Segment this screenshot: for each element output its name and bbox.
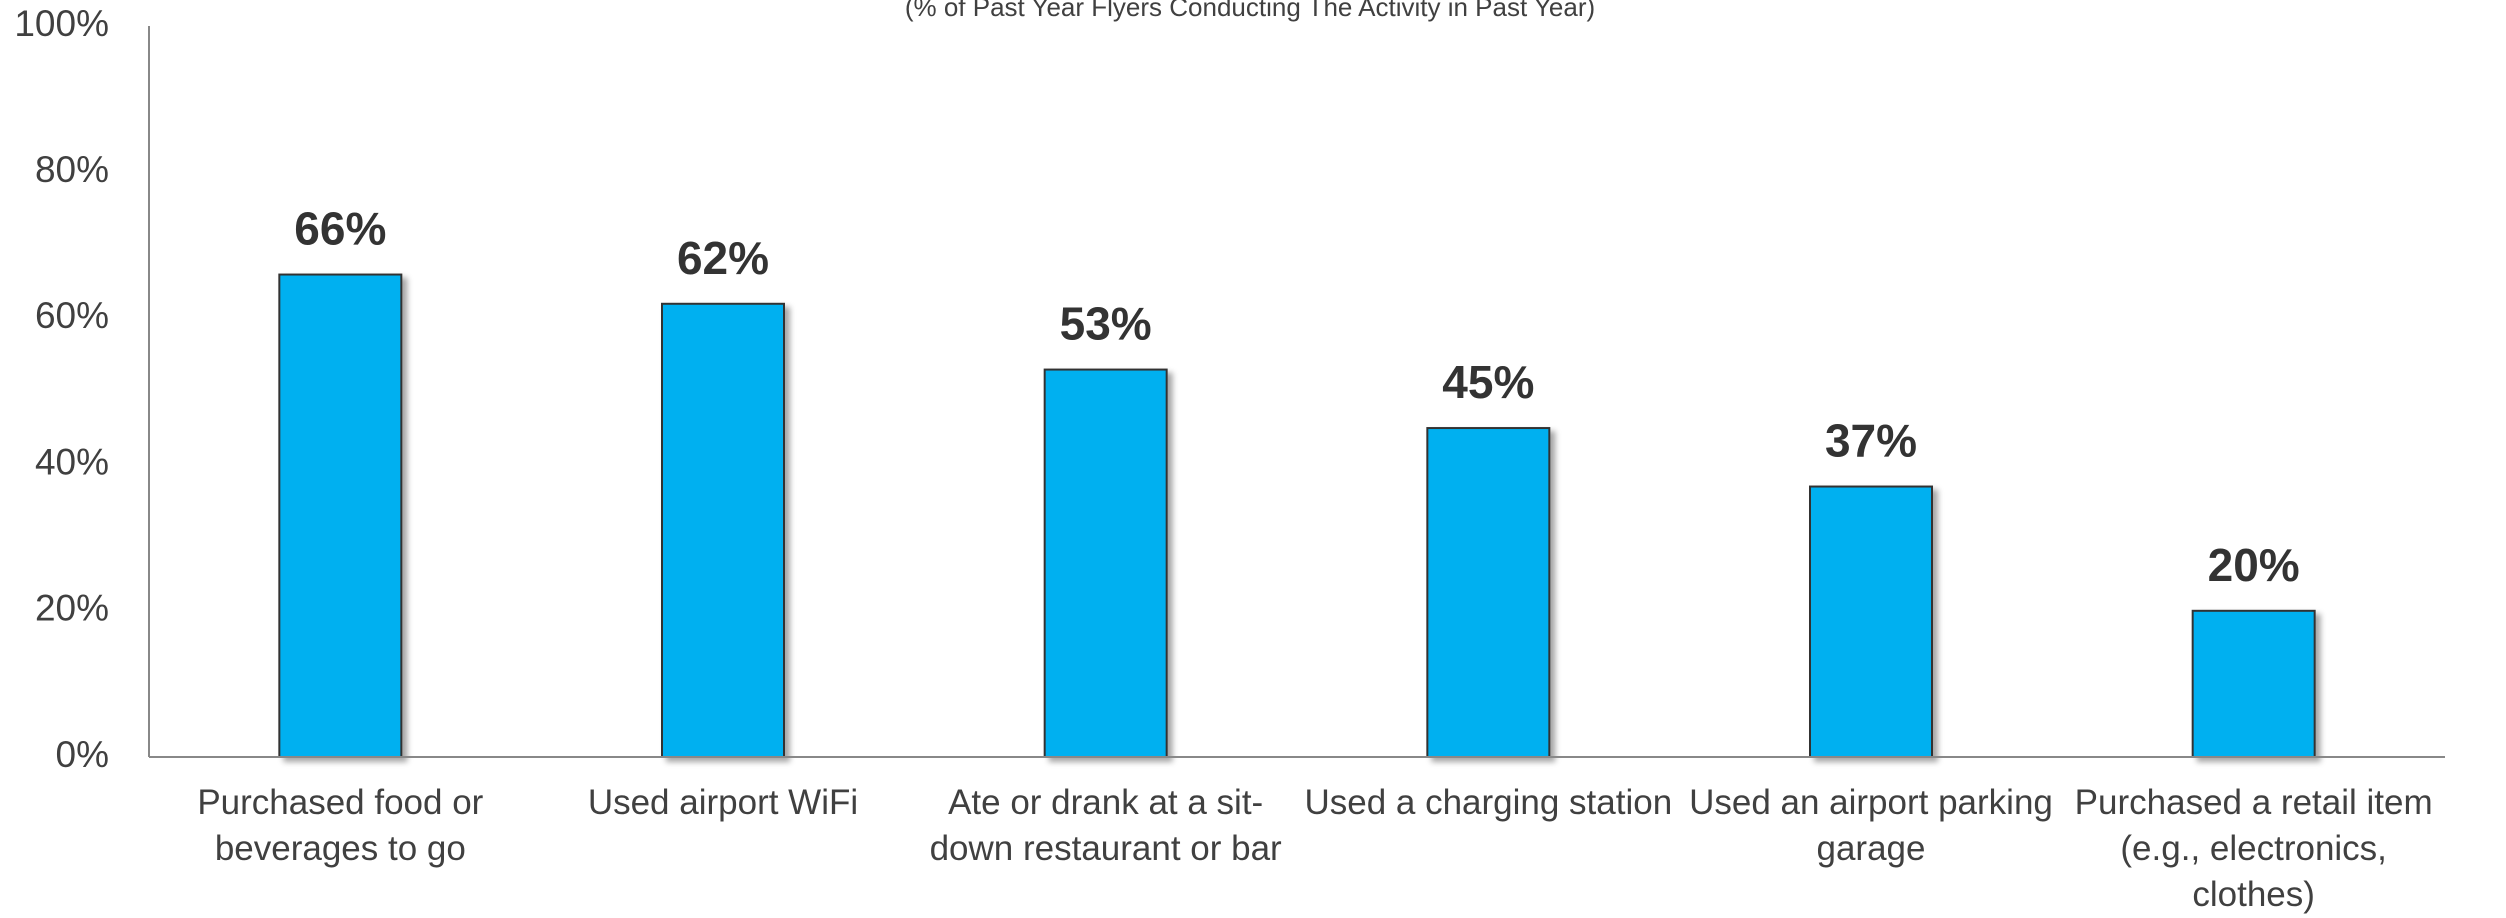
value-label: 62% [677,232,769,284]
y-tick-label: 20% [35,588,109,629]
value-label: 20% [2208,539,2300,591]
x-tick-label: Purchased food or beverages to go [197,783,484,868]
value-label: 53% [1060,298,1152,350]
y-tick-label: 40% [35,441,109,482]
chart-subtitle: (% of Past Year Flyers Conducting The Ac… [905,0,1595,22]
value-label: 45% [1442,356,1534,408]
x-tick-label: Purchased a retail item (e.g., electroni… [2074,783,2433,914]
x-tick-label: Ate or drank at a sit-down restaurant or… [929,783,1282,868]
page: {"chart_data": {"type": "bar", "subtitle… [14,0,2445,914]
bar [2191,609,2316,758]
x-tick-label: Used airport WiFi [587,783,859,822]
x-tick-label: Used a charging station [1304,783,1673,822]
x-tick-label: Used an airport parking garage [1689,783,2053,868]
bar [1809,485,1933,758]
bar [278,273,403,758]
bar [1426,427,1551,758]
bar [661,302,785,758]
y-tick-label: 60% [35,295,109,336]
value-label: 66% [294,203,386,255]
value-label: 37% [1825,415,1917,467]
chart: (% of Past Year Flyers Conducting The Ac… [14,0,2445,775]
y-tick-label: 100% [14,3,109,44]
y-tick-label: 0% [56,734,109,775]
bar [1043,368,1168,758]
y-tick-label: 80% [35,149,109,190]
